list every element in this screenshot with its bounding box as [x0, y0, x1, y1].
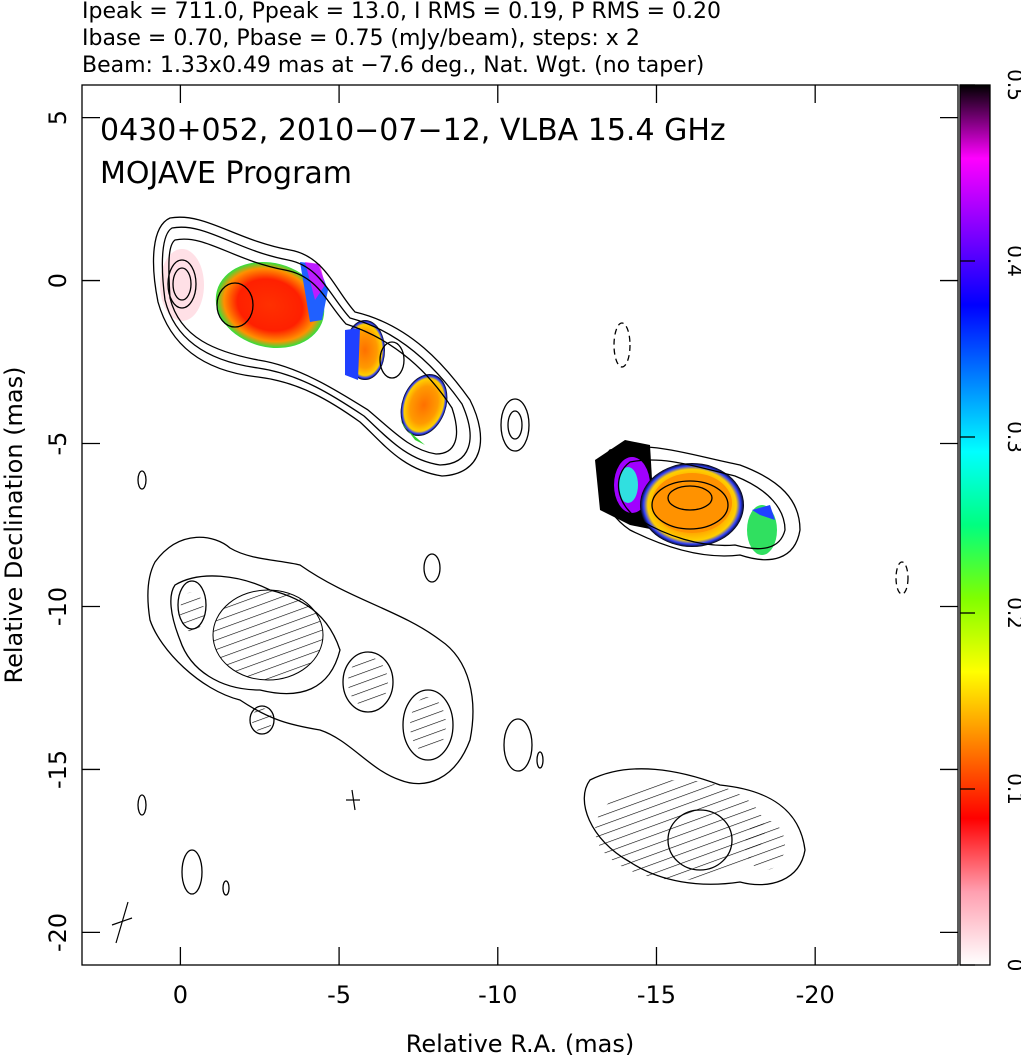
y-tick-label: 0	[44, 273, 72, 288]
plot-subtitle: MOJAVE Program	[100, 156, 352, 191]
x-tick-label: -5	[327, 981, 351, 1009]
x-tick-label: -20	[796, 981, 835, 1009]
colorbar-tick-label: 0.1	[1003, 773, 1021, 805]
colorbar-tick-label: 0.4	[1003, 245, 1021, 277]
contours	[111, 216, 909, 944]
colorbar-tick-label: 0.5	[1003, 69, 1021, 101]
header-line: Ipeak = 711.0, Ppeak = 13.0, I RMS = 0.1…	[82, 0, 721, 24]
y-tick-label: 5	[44, 110, 72, 125]
x-tick-label: 0	[173, 981, 188, 1009]
plot-title: 0430+052, 2010−07−12, VLBA 15.4 GHz	[100, 113, 726, 148]
y-tick-label: -5	[44, 432, 72, 456]
x-axis-label: Relative R.A. (mas)	[406, 1030, 634, 1058]
colorbar-tick-label: 0.2	[1003, 597, 1021, 629]
image-layer	[160, 249, 777, 555]
header-line: Ibase = 0.70, Pbase = 0.75 (mJy/beam), s…	[82, 26, 640, 51]
y-tick-label: -20	[44, 913, 72, 952]
x-tick-label: -10	[478, 981, 517, 1009]
plot-frame	[81, 84, 959, 966]
colorbar-tick-label: 0.3	[1003, 421, 1021, 453]
y-tick-label: -15	[44, 750, 72, 789]
x-tick-label: -15	[637, 981, 676, 1009]
y-axis-label: Relative Declination (mas)	[0, 366, 28, 683]
header-line: Beam: 1.33x0.49 mas at −7.6 deg., Nat. W…	[82, 53, 704, 78]
colorbar	[959, 84, 991, 966]
colorbar-tick-label: 0	[1003, 959, 1021, 972]
y-tick-label: -10	[44, 587, 72, 626]
